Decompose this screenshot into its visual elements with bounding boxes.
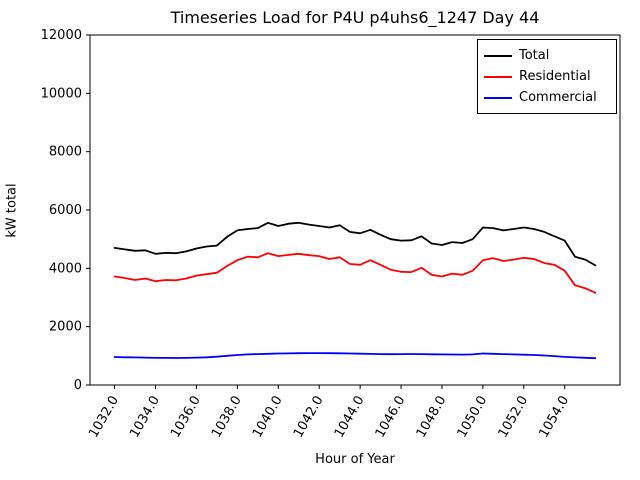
y-tick-label: 8000 [49, 145, 82, 160]
legend-entry-total: Total [484, 45, 610, 66]
total-line [113, 221, 597, 267]
x-axis-label: Hour of Year [315, 452, 395, 467]
legend-entry-residential: Residential [484, 66, 610, 87]
x-tick-label: 1042.0 [291, 394, 327, 441]
legend-line-total [484, 54, 512, 57]
legend-label-commercial: Commercial [519, 90, 597, 105]
y-tick-label: 6000 [49, 203, 82, 218]
chart-title: Timeseries Load for P4U p4uhs6_1247 Day … [170, 8, 540, 27]
y-tick-label: 12000 [41, 28, 82, 43]
legend-line-residential [484, 75, 512, 78]
x-tick-label: 1034.0 [127, 394, 163, 441]
y-tick-label: 2000 [49, 320, 82, 335]
legend-label-total: Total [519, 48, 550, 63]
residential-line [113, 252, 597, 294]
legend-line-commercial [484, 96, 512, 99]
x-tick-label: 1050.0 [455, 394, 491, 441]
x-tick-label: 1040.0 [250, 394, 286, 441]
commercial-line [113, 352, 597, 360]
x-tick-label: 1048.0 [414, 394, 450, 441]
y-tick-label: 10000 [41, 86, 82, 101]
legend-label-residential: Residential [519, 69, 591, 84]
legend: Total Residential Commercial [477, 39, 617, 114]
x-tick-label: 1032.0 [86, 394, 122, 441]
y-tick-label: 0 [74, 378, 82, 393]
y-tick-label: 4000 [49, 261, 82, 276]
x-tick-label: 1054.0 [536, 394, 572, 441]
legend-entry-commercial: Commercial [484, 87, 610, 108]
x-tick-label: 1044.0 [332, 394, 368, 441]
x-tick-label: 1052.0 [496, 394, 532, 441]
x-tick-label: 1038.0 [209, 394, 245, 441]
x-tick-label: 1036.0 [168, 394, 204, 441]
x-tick-label: 1046.0 [373, 394, 409, 441]
